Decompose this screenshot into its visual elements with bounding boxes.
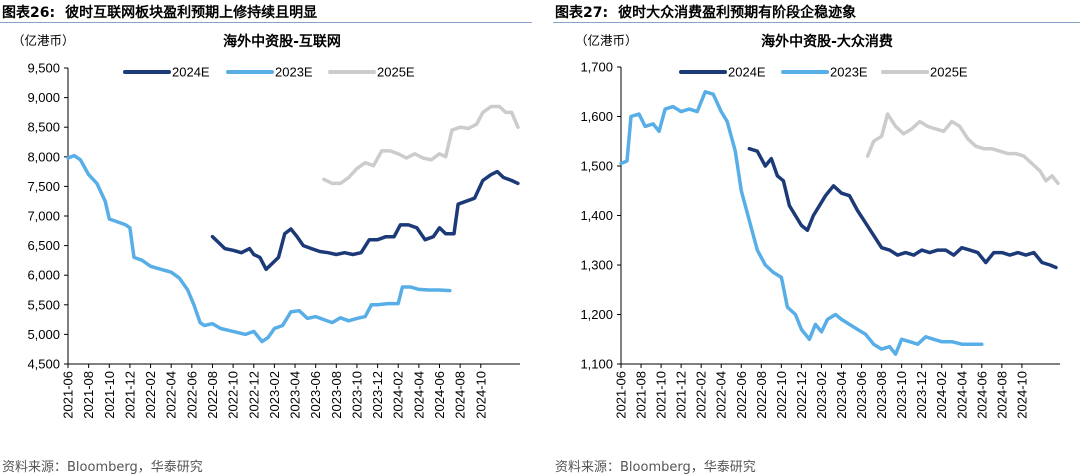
x-tick-label: 2024-06 xyxy=(974,371,989,419)
x-tick-label: 2023-12 xyxy=(370,371,385,419)
title-rule xyxy=(0,22,532,23)
x-tick-label: 2023-10 xyxy=(349,371,364,419)
figure-number: 图表26: xyxy=(2,5,56,21)
y-tick-label: 1,200 xyxy=(580,307,613,322)
x-tick-label: 2024-08 xyxy=(453,371,468,419)
x-tick-label: 2022-04 xyxy=(714,371,729,419)
x-tick-label: 2022-10 xyxy=(774,371,789,419)
figure-panel-consumer: 图表27: 彼时大众消费盈利预期有阶段企稳迹象 海外中资股-大众消费 （亿港币） 1,… xyxy=(553,0,1080,475)
figure-title: 图表26: 彼时互联网板块盈利预期上修持续且明显 xyxy=(2,2,317,22)
x-tick-label: 2024-10 xyxy=(1014,371,1029,419)
y-tick-label: 5,000 xyxy=(27,327,60,342)
x-tick-label: 2024-06 xyxy=(432,371,447,419)
y-tick-label: 1,400 xyxy=(580,208,613,223)
source-note: 资料来源：Bloomberg，华泰研究 xyxy=(555,460,756,475)
series-line-2023e xyxy=(66,153,452,344)
x-tick-label: 2021-08 xyxy=(634,371,649,419)
x-tick-label: 2022-06 xyxy=(734,371,749,419)
y-tick-label: 7,500 xyxy=(27,179,60,194)
x-tick-label: 2022-12 xyxy=(246,371,261,419)
x-tick-label: 2023-08 xyxy=(874,371,889,419)
x-tick-label: 2023-06 xyxy=(308,371,323,419)
y-tick-label: 1,600 xyxy=(580,109,613,124)
series-line-2025e xyxy=(322,104,520,186)
x-tick-label: 2023-04 xyxy=(288,371,303,419)
x-tick-label: 2024-08 xyxy=(994,371,1009,419)
y-tick-label: 1,500 xyxy=(580,159,613,174)
x-tick-label: 2024-02 xyxy=(934,371,949,419)
legend-label-2023e: 2023E xyxy=(275,65,313,80)
x-tick-label: 2022-08 xyxy=(754,371,769,419)
legend-label-2024e: 2024E xyxy=(172,65,210,80)
chart-title: 海外中资股-大众消费 xyxy=(761,33,893,50)
x-tick-label: 2022-12 xyxy=(794,371,809,419)
x-tick-label: 2022-10 xyxy=(226,371,241,419)
x-tick-label: 2021-12 xyxy=(122,371,137,419)
x-tick-label: 2022-02 xyxy=(143,371,158,419)
x-tick-label: 2023-12 xyxy=(914,371,929,419)
x-tick-label: 2023-06 xyxy=(854,371,869,419)
legend-label-2023e: 2023E xyxy=(830,65,868,80)
title-rule xyxy=(553,22,1080,23)
x-tick-label: 2021-06 xyxy=(61,371,76,419)
y-tick-label: 1,700 xyxy=(580,60,613,75)
y-tick-label: 7,000 xyxy=(27,209,60,224)
unit-label: （亿港币） xyxy=(575,33,638,48)
x-tick-label: 2021-12 xyxy=(674,371,689,419)
x-tick-label: 2021-06 xyxy=(614,371,629,419)
series-line-2024e xyxy=(210,169,520,272)
x-tick-label: 2022-04 xyxy=(164,371,179,419)
figure-caption: 彼时大众消费盈利预期有阶段企稳迹象 xyxy=(618,5,857,21)
legend-label-2025e: 2025E xyxy=(930,65,968,80)
y-tick-label: 6,000 xyxy=(27,268,60,283)
x-tick-label: 2023-08 xyxy=(329,371,344,419)
consumer-earnings-chart: 海外中资股-大众消费 （亿港币） 1,100 1,200 1,300 1,400 1,500… xyxy=(575,33,1060,419)
chart-title: 海外中资股-互联网 xyxy=(223,33,341,50)
y-tick-label: 4,500 xyxy=(27,357,60,372)
y-tick-label: 9,000 xyxy=(27,90,60,105)
y-tick-label: 1,300 xyxy=(580,258,613,273)
series-line-2024e xyxy=(747,146,1058,270)
y-tick-label: 8,000 xyxy=(27,149,60,164)
x-tick-label: 2022-06 xyxy=(184,371,199,419)
y-tick-label: 8,500 xyxy=(27,120,60,135)
x-tick-label: 2024-04 xyxy=(411,371,426,419)
series-line-2023e xyxy=(619,90,984,356)
x-tick-label: 2021-08 xyxy=(81,371,96,419)
source-note: 资料来源：Bloomberg，华泰研究 xyxy=(2,460,203,475)
x-tick-label: 2023-02 xyxy=(267,371,282,419)
x-tick-label: 2022-08 xyxy=(205,371,220,419)
y-tick-label: 1,100 xyxy=(580,357,613,372)
y-tick-label: 6,500 xyxy=(27,238,60,253)
x-tick-label: 2023-10 xyxy=(894,371,909,419)
x-tick-label: 2023-02 xyxy=(814,371,829,419)
figure-caption: 彼时互联网板块盈利预期上修持续且明显 xyxy=(65,5,318,21)
x-tick-label: 2024-04 xyxy=(954,371,969,419)
x-tick-label: 2024-02 xyxy=(391,371,406,419)
figure-panel-internet: 图表26: 彼时互联网板块盈利预期上修持续且明显 海外中资股-互联网 （亿港币） 4,… xyxy=(0,2,532,475)
x-tick-label: 2024-10 xyxy=(473,371,488,419)
x-tick-label: 2021-10 xyxy=(654,371,669,419)
series-line-2025e xyxy=(865,112,1060,186)
y-tick-label: 5,500 xyxy=(27,297,60,312)
x-tick-label: 2022-02 xyxy=(694,371,709,419)
x-tick-label: 2023-04 xyxy=(834,371,849,419)
internet-earnings-chart: 海外中资股-互联网 （亿港币） 4,500 5,000 5,500 6,000 6,500 7… xyxy=(12,33,520,419)
x-tick-label: 2021-10 xyxy=(102,371,117,419)
figure-number: 图表27: xyxy=(555,5,609,21)
y-tick-label: 9,500 xyxy=(27,61,60,76)
legend-label-2025e: 2025E xyxy=(377,65,415,80)
figure-title: 图表27: 彼时大众消费盈利预期有阶段企稳迹象 xyxy=(555,2,856,22)
legend-label-2024e: 2024E xyxy=(728,65,766,80)
unit-label: （亿港币） xyxy=(12,33,75,48)
